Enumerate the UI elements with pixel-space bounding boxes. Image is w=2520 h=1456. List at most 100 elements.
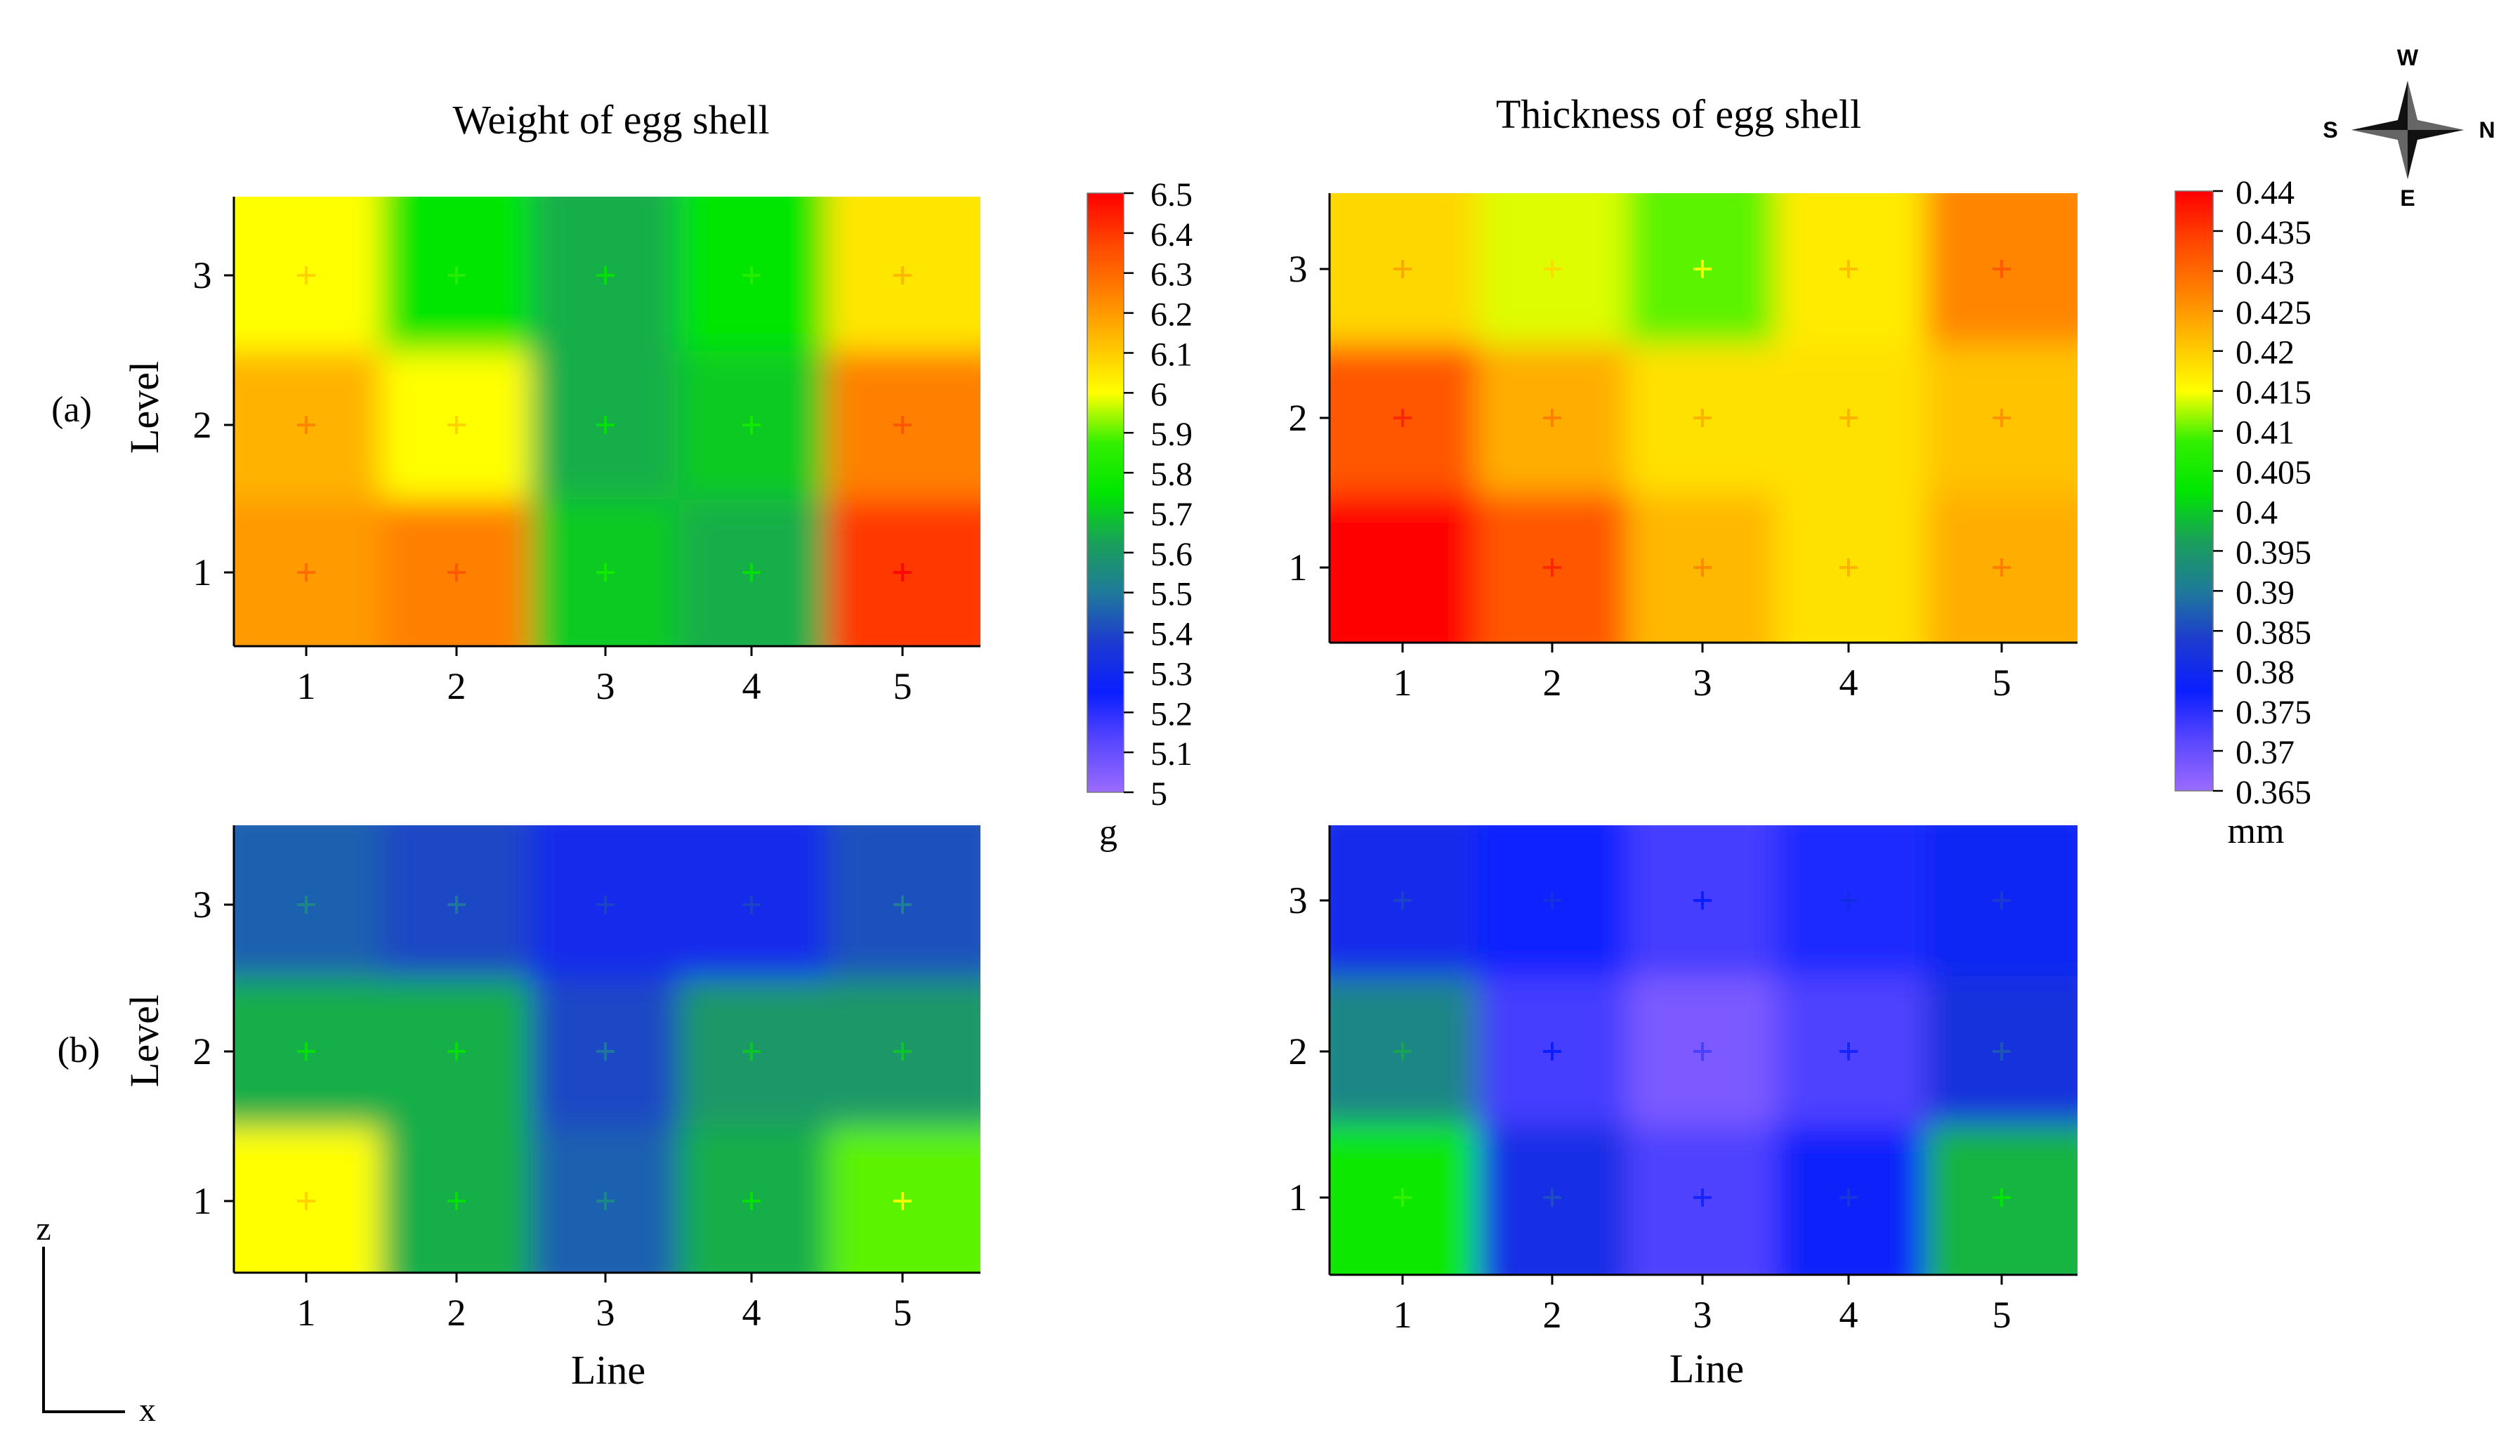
colorbar-tick-label: 5.3 [1150,655,1193,693]
colorbar-gradient [1087,192,1124,793]
heat-cell-line1-level3 [1330,193,1478,344]
colorbar-tick-label: 0.42 [2236,334,2295,372]
colorbar-tick-label: 6.1 [1150,336,1193,373]
sample-point-line4-level3 [1839,260,1858,278]
colorbar-tick-label: 6.4 [1150,216,1193,254]
heat-cell-line3-level3 [1627,825,1776,977]
x-tick-label: 3 [1693,662,1712,704]
sample-point-line3-level1 [596,563,615,582]
sample-point-line2-level2 [1543,409,1561,427]
x-tick-label: 3 [596,1292,615,1334]
sample-point-line4-level3 [742,266,761,284]
colorbar-tick-label: 0.375 [2236,694,2311,731]
axes-indicator-x-label: x [139,1391,156,1429]
heat-cell-line1-level3 [1330,825,1478,977]
colorbar-tick-label: 0.4 [2236,494,2278,531]
row-label-b: (b) [58,1030,100,1070]
heat-cell-line4-level3 [1776,193,1926,344]
colorbar-tick-label: 5.9 [1150,416,1193,453]
colorbar-tick-label: 0.39 [2236,574,2295,611]
sample-point-line4-level1 [1839,558,1858,577]
colorbar-tick-label: 5.1 [1150,735,1193,773]
heat-cell-line2-level3 [381,197,532,351]
x-tick-label: 1 [297,665,316,707]
weight_a-colorbar: 6.56.46.36.26.165.95.85.75.65.55.45.35.2… [1087,176,1193,813]
heat-cell-line4-level3 [678,825,828,979]
sample-point-line1-level3 [1393,891,1412,910]
y-tick-label: 2 [193,1030,212,1073]
x-tick-label: 3 [596,665,615,707]
x-tick-label: 4 [742,1292,761,1334]
y-tick-label: 2 [1289,397,1308,439]
weight_b-field [234,825,980,1273]
axes-indicator: z x [36,1210,156,1429]
sample-point-line2-level1 [1543,1188,1561,1207]
colorbar-tick-label: 0.43 [2236,254,2295,291]
heat-cell-line2-level3 [1477,193,1628,344]
sample-point-line5-level1 [1993,558,2011,577]
colorbar-tick-label: 0.435 [2236,214,2311,251]
sample-point-line5-level1 [893,563,912,582]
heat-cell-line5-level2 [1925,976,2078,1125]
heat-cell-line5-level1 [1925,1124,2078,1275]
heat-cell-line1-level3 [234,197,382,351]
heat-cell-line1-level1 [234,499,382,646]
heat-cell-line4-level1 [1776,492,1926,643]
weight-colorbar-unit: g [1099,813,1117,853]
colorbar-tick-label: 0.37 [2236,734,2295,771]
sample-point-line1-level3 [297,896,315,914]
heat-cell-line5-level1 [1925,492,2078,643]
sample-point-line3-level1 [1693,1188,1712,1207]
x-tick-label: 5 [1993,662,2012,704]
y-tick-label: 3 [1289,879,1308,922]
thickness_a-panel: 1 2 3 4 5 1 2 3 [1289,193,2078,704]
compass-south-label: S [2323,117,2337,143]
sample-point-line3-level2 [1693,409,1712,427]
colorbar-tick-label: 5.5 [1150,576,1193,613]
y-tick-label: 3 [1289,248,1308,290]
heat-cell-line4-level1 [678,499,828,646]
colorbar-tick-label: 0.365 [2236,774,2311,811]
sample-point-line3-level3 [1693,260,1712,278]
sample-point-line5-level2 [893,416,912,434]
sample-point-line4-level2 [1839,1042,1858,1061]
colorbar-gradient [2174,190,2214,792]
x-tick-label: 5 [1993,1294,2012,1336]
sample-point-line3-level1 [596,1192,615,1210]
y-tick-label: 1 [1289,546,1308,589]
weight_a-field [234,197,980,646]
colorbar-tick-label: 0.385 [2236,614,2311,651]
xlabel-line-right: Line [1669,1346,1744,1391]
sample-point-line1-level3 [297,266,315,284]
weight_a-panel: 1 2 3 4 5 1 2 3 [193,197,980,707]
thickness-title: Thickness of egg shell [1496,91,1861,137]
x-tick-label: 2 [1543,662,1562,704]
sample-point-line2-level3 [447,896,466,914]
sample-point-line4-level3 [742,896,761,914]
sample-point-line1-level1 [1393,1188,1412,1207]
colorbar-tick-label: 0.41 [2236,414,2295,452]
sample-point-line2-level2 [1543,1042,1561,1061]
heat-cell-line5-level3 [1925,825,2078,977]
colorbar-tick-label: 5 [1150,775,1167,813]
y-tick-label: 3 [193,254,212,296]
heat-cell-line1-level1 [1330,492,1478,643]
colorbar-tick-label: 5.6 [1150,536,1193,573]
thickness_b-panel: 1 2 3 4 5 1 2 3 [1289,825,2078,1336]
sample-point-line4-level3 [1839,891,1858,910]
sample-point-line4-level1 [1839,1188,1858,1207]
heatmap-panels: 1 2 3 4 5 1 2 3 1 2 3 4 5 1 2 3 1 2 3 4 5 1 2 3 1 2 3 4 5 1 2 3 [193,193,2078,1336]
colorbar-tick-label: 5.8 [1150,456,1193,493]
colorbars: 6.56.46.36.26.165.95.85.75.65.55.45.35.2… [1087,174,2311,813]
colorbar-tick-label: 0.44 [2236,174,2295,211]
heat-cell-line4-level1 [678,1126,828,1273]
heat-cell-line2-level3 [1477,825,1628,977]
colorbar-tick-label: 0.425 [2236,294,2311,332]
heat-cell-line1-level3 [234,825,382,979]
heat-cell-line5-level2 [827,350,980,499]
sample-point-line5-level2 [1993,1042,2011,1061]
sample-point-line2-level3 [447,266,466,284]
sample-point-line3-level3 [1693,891,1712,910]
x-tick-label: 4 [742,665,761,707]
